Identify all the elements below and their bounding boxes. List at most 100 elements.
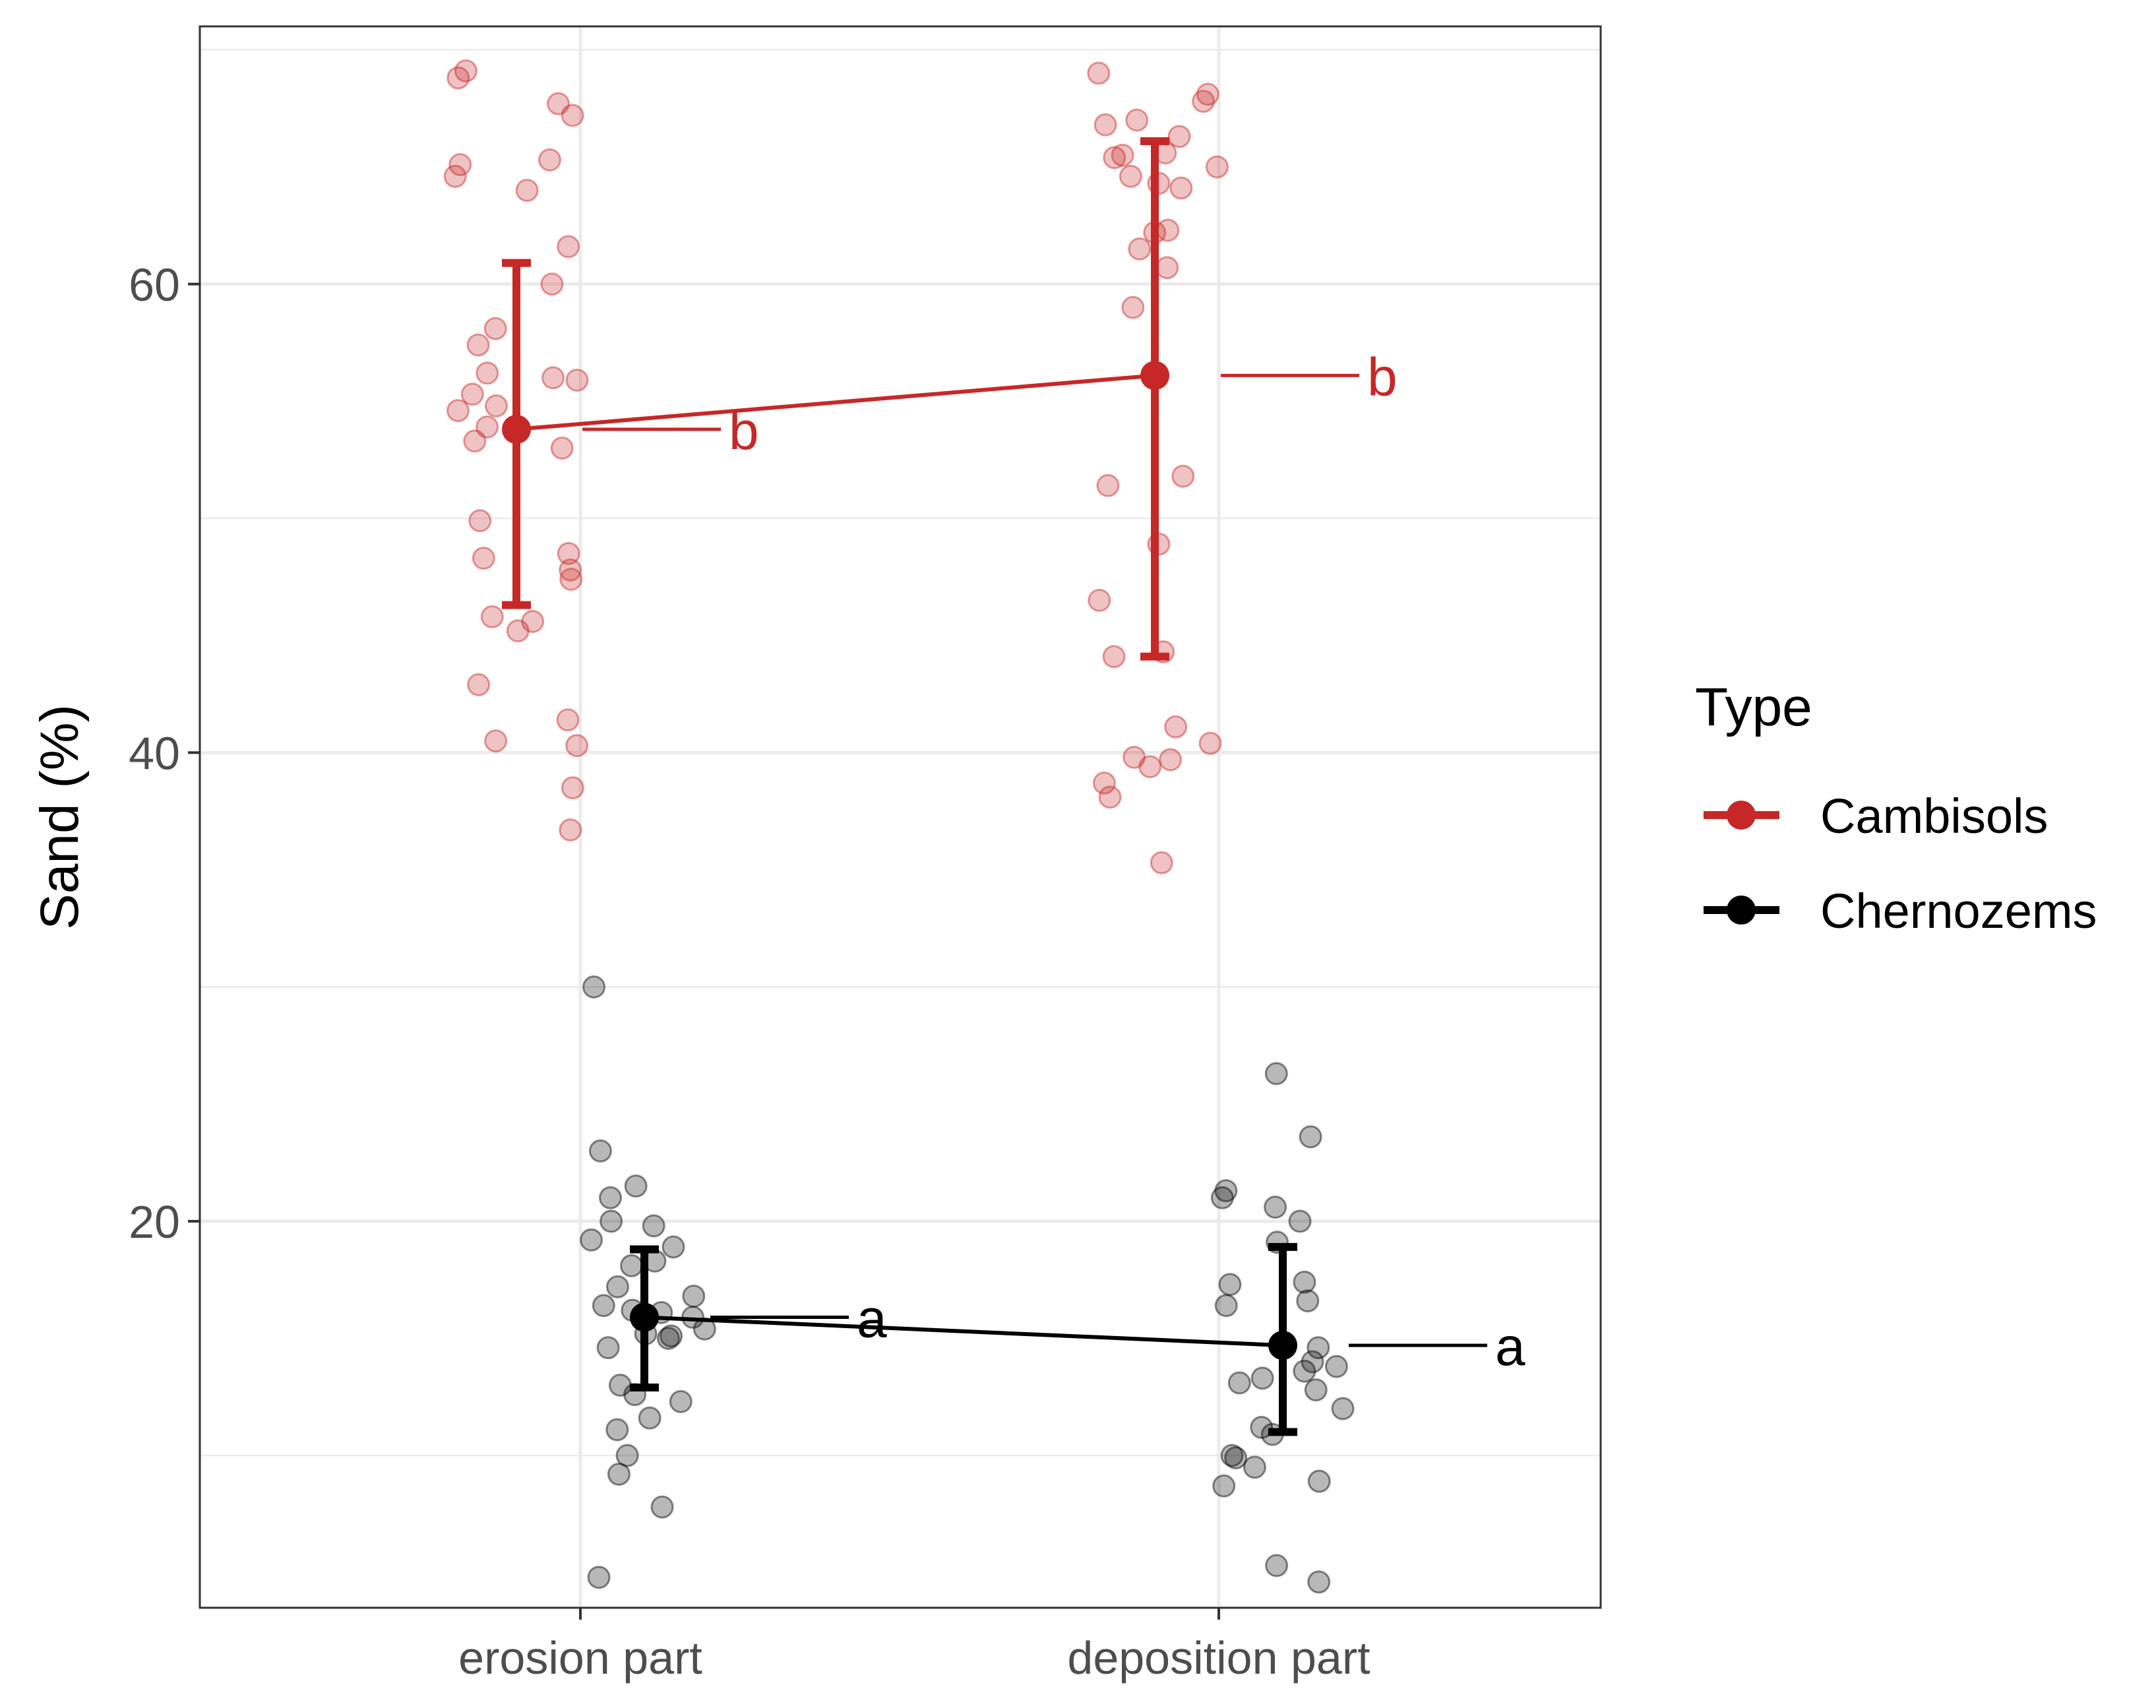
data-point — [472, 546, 495, 570]
data-point — [1210, 1186, 1234, 1209]
data-point — [565, 734, 589, 758]
data-point — [484, 394, 508, 418]
data-point — [1092, 771, 1116, 795]
data-point — [660, 1324, 683, 1348]
data-point — [599, 1186, 623, 1209]
data-point — [515, 179, 539, 202]
legend-label: Chernozems — [1820, 884, 2097, 938]
significance-letter: b — [1367, 347, 1398, 407]
data-point — [557, 541, 580, 565]
mean-line — [644, 1315, 1283, 1348]
data-point — [476, 361, 499, 385]
data-point — [538, 148, 561, 171]
data-point — [1123, 745, 1146, 769]
significance-letter: a — [857, 1289, 887, 1349]
summary-layer: b b a a — [502, 137, 1525, 1436]
data-point — [580, 1228, 603, 1252]
data-point — [1205, 155, 1229, 179]
data-point — [582, 975, 606, 999]
data-point — [1301, 1350, 1324, 1374]
significance-letter: a — [1495, 1317, 1525, 1377]
data-point — [1243, 1455, 1266, 1479]
data-point — [1224, 1446, 1248, 1470]
grid-lines — [200, 26, 1601, 1608]
data-point — [1198, 731, 1222, 755]
data-point — [541, 366, 565, 390]
plot-panel-border — [199, 25, 1602, 1609]
data-point — [638, 1406, 662, 1430]
data-point — [1093, 113, 1117, 137]
data-point — [1111, 143, 1134, 167]
data-point — [1167, 125, 1191, 148]
data-point — [1220, 1444, 1244, 1467]
legend-item: Chernozems — [1704, 884, 2097, 938]
y-axis-title: Sand (%) — [30, 704, 90, 930]
data-point — [1265, 1554, 1289, 1577]
data-point — [466, 333, 490, 357]
data-point — [559, 558, 582, 582]
legend-title: Type — [1695, 677, 1812, 737]
y-tick-label: 60 — [129, 259, 180, 311]
data-point — [561, 104, 584, 127]
legend-item: Cambisols — [1704, 789, 2048, 843]
data-point — [1214, 1294, 1238, 1318]
data-point — [1296, 1289, 1320, 1313]
significance-letter: b — [729, 401, 759, 461]
legend: Type Cambisols Chernozems — [1695, 677, 2097, 938]
data-point — [1293, 1270, 1316, 1294]
data-point — [556, 708, 580, 732]
legend-key-point — [1727, 896, 1756, 925]
legend-label: Cambisols — [1820, 789, 2048, 843]
data-point — [480, 605, 504, 628]
data-point — [1250, 1415, 1274, 1439]
data-point — [1293, 1359, 1316, 1383]
data-point — [1119, 164, 1142, 188]
data-point — [1304, 1378, 1328, 1402]
data-point — [1159, 748, 1183, 772]
data-point — [656, 1326, 680, 1350]
data-point — [484, 729, 508, 753]
mean-line — [516, 373, 1155, 432]
data-point — [669, 1389, 693, 1413]
data-point — [1288, 1209, 1312, 1233]
data-point — [605, 1275, 629, 1298]
data-point — [650, 1495, 674, 1519]
data-point — [1138, 755, 1162, 779]
data-point — [557, 235, 580, 259]
data-point — [1155, 256, 1179, 280]
data-point — [596, 1336, 620, 1360]
data-point — [642, 1214, 665, 1238]
data-point — [1192, 90, 1216, 113]
data-point — [1264, 1196, 1287, 1219]
data-point — [460, 382, 484, 406]
data-point — [1103, 146, 1126, 169]
data-point — [476, 415, 499, 439]
mean-point — [1268, 1331, 1297, 1360]
data-point — [468, 509, 492, 533]
data-point — [1324, 1355, 1348, 1378]
data-point — [1169, 176, 1193, 200]
legend-key-point — [1727, 801, 1756, 830]
data-point — [1299, 1125, 1322, 1149]
x-axis: erosion part deposition part — [458, 1608, 1371, 1684]
data-point — [682, 1285, 706, 1308]
data-point — [447, 66, 470, 90]
data-point — [1088, 588, 1111, 612]
data-point — [540, 272, 564, 296]
data-point — [1307, 1570, 1331, 1594]
data-point — [1196, 82, 1219, 106]
data-point — [467, 673, 491, 696]
data-point — [521, 609, 545, 633]
data-point — [600, 1209, 623, 1233]
data-point — [1125, 108, 1149, 132]
data-point — [483, 317, 507, 340]
data-point — [1164, 715, 1188, 739]
mean-point — [630, 1302, 659, 1332]
data-point — [1150, 851, 1173, 874]
data-point — [1227, 1371, 1251, 1395]
data-point — [506, 619, 530, 643]
legend-items: Cambisols Chernozems — [1704, 789, 2097, 938]
data-point — [620, 1254, 644, 1277]
data-point — [559, 818, 582, 842]
data-point — [550, 436, 574, 460]
